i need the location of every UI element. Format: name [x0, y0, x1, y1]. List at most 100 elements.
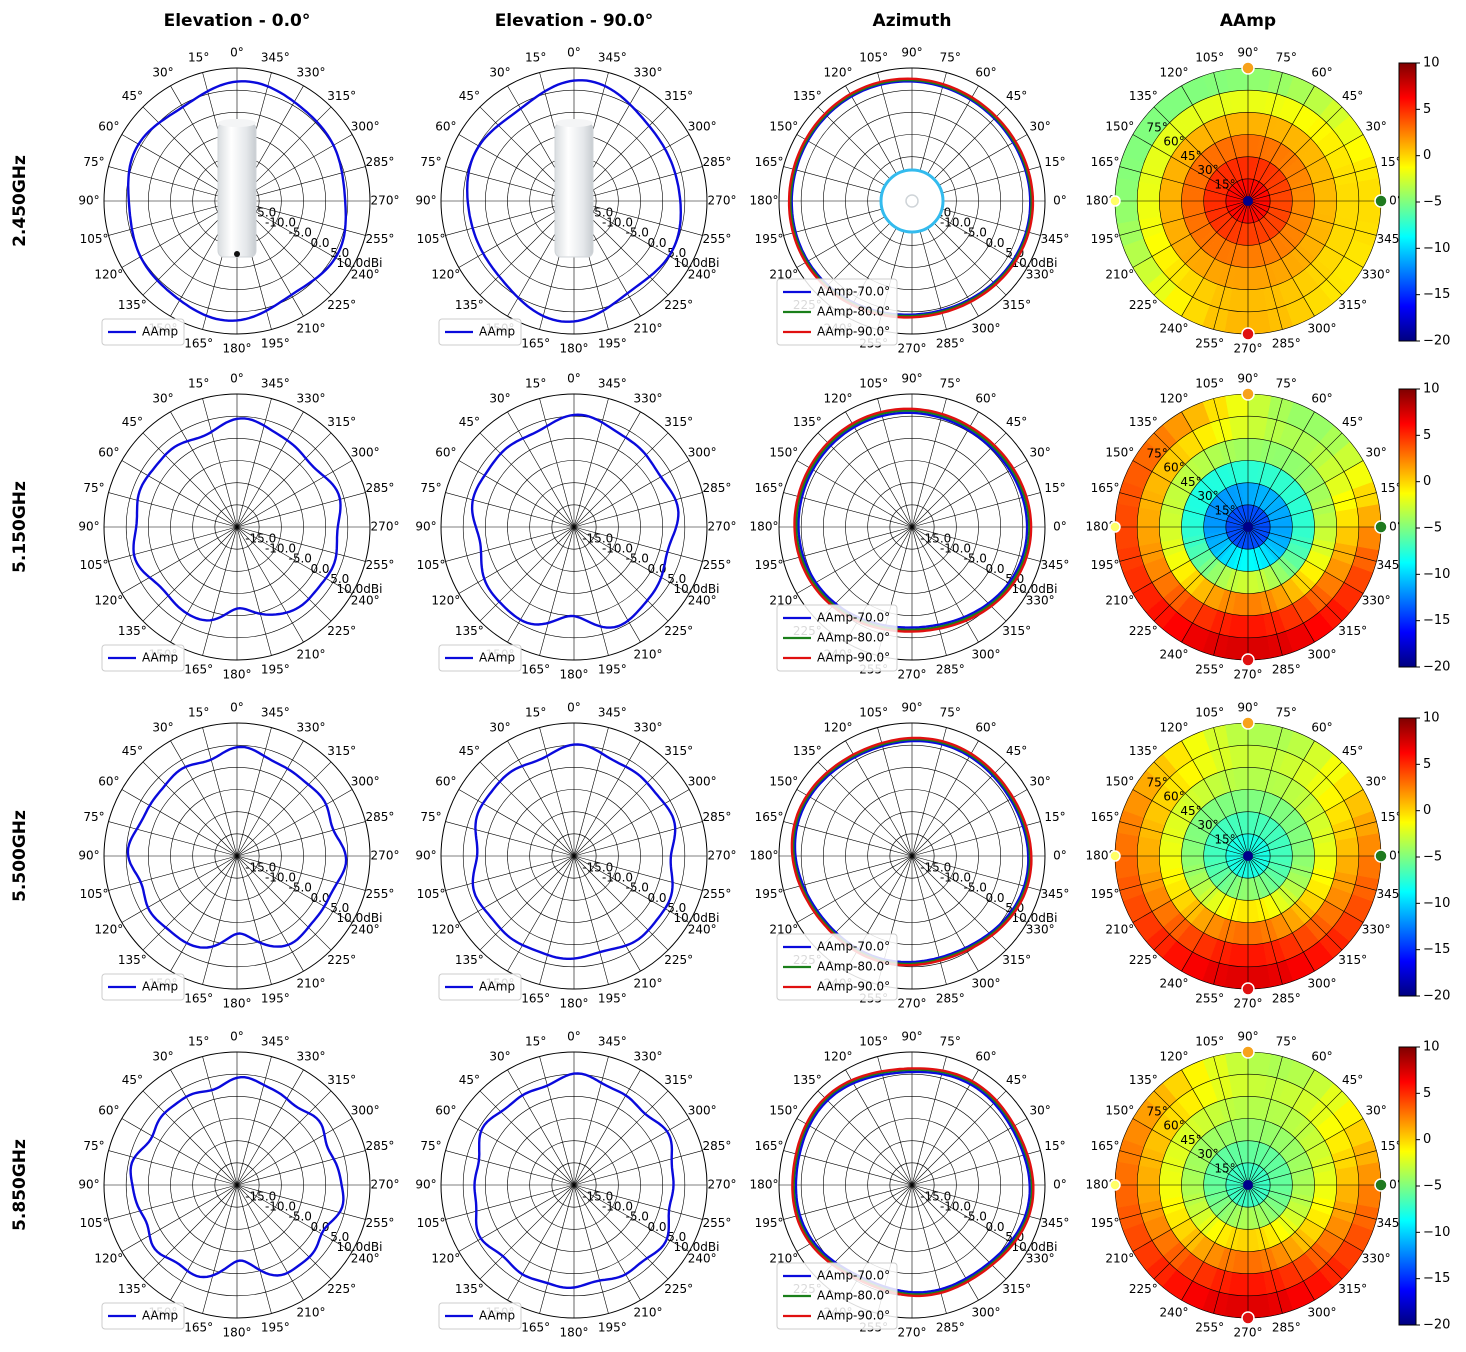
grid-spoke: [573, 411, 641, 528]
grid-spoke: [108, 855, 238, 891]
angle-tick-label: 75°: [420, 810, 441, 824]
grid-spoke: [1247, 72, 1283, 202]
grid-spoke: [1247, 85, 1315, 202]
angle-tick-label: 300°: [688, 120, 717, 134]
angle-tick-label: 300°: [972, 322, 1001, 336]
angle-tick-label: 315°: [664, 415, 693, 429]
legend-label: AAmp-70.0°: [817, 611, 890, 625]
angle-tick-label: 315°: [1338, 624, 1367, 638]
grid-spoke: [202, 526, 238, 656]
angle-tick-label: 45°: [459, 744, 480, 758]
angle-tick-label: 345°: [1041, 887, 1070, 901]
angle-tick-label: 225°: [327, 1282, 356, 1296]
grid-spoke: [1247, 1184, 1315, 1301]
legend-label: AAmp-70.0°: [817, 1269, 890, 1283]
angle-tick-label: 225°: [1129, 298, 1158, 312]
angle-tick-label: 0°: [230, 1030, 244, 1044]
grid-spoke: [1247, 855, 1315, 972]
grid-spoke: [796, 1184, 913, 1252]
polar-panels: 0°15°30°45°60°75°90°105°120°135°150°165°…: [78, 46, 1450, 1340]
angle-tick-label: 0°: [1053, 849, 1067, 863]
angle-tick-label: 105°: [1195, 1035, 1224, 1049]
angle-tick-label: 90°: [78, 520, 99, 534]
angle-tick-label: 330°: [634, 391, 663, 405]
zenith-marker: [1243, 851, 1253, 861]
angle-tick-label: 270°: [371, 520, 400, 534]
grid-spoke: [1247, 761, 1343, 857]
grid-spoke: [573, 1150, 703, 1186]
grid-spoke: [236, 789, 353, 857]
angle-tick-label: 150°: [1105, 120, 1134, 134]
grid-spoke: [236, 398, 272, 528]
colorbar-tick-label: 10: [1423, 56, 1440, 71]
angle-tick-label: 180°: [223, 1326, 252, 1340]
angle-tick-label: 165°: [1091, 155, 1120, 169]
colorbar-tick-label: 5: [1423, 428, 1431, 443]
radial-tick-label: -5.0: [626, 881, 649, 895]
grid-spoke: [1119, 1184, 1249, 1220]
elevation-ring-label: 45°: [1180, 149, 1201, 163]
radial-tick-label: 5.0: [667, 1230, 686, 1244]
grid-spoke: [170, 1069, 238, 1186]
grid-spoke: [573, 526, 690, 594]
legend-box: [101, 318, 185, 346]
aamp-heatmap-panel: 0°15°30°45°60°75°90°105°120°135°150°165°…: [1086, 46, 1451, 356]
grid-spoke: [877, 398, 913, 528]
angle-tick-label: 330°: [1026, 923, 1055, 937]
colorbar-tick-label: −10: [1423, 1225, 1450, 1240]
angle-tick-label: 75°: [83, 481, 104, 495]
angle-tick-label: 120°: [1160, 1049, 1189, 1063]
grid-spoke: [911, 727, 947, 857]
grid-spoke: [1119, 492, 1249, 528]
radial-tick-label: -5.0: [289, 552, 312, 566]
angle-tick-label: 165°: [521, 1320, 550, 1334]
series-line-aamp: [129, 1076, 345, 1279]
grid-spoke: [1247, 1184, 1343, 1280]
grid-spoke: [1119, 821, 1249, 857]
angle-tick-label: 135°: [1129, 415, 1158, 429]
grid-spoke: [573, 855, 609, 985]
column-titles: Elevation - 0.0° Elevation - 90.0° Azimuth…: [164, 11, 1276, 31]
grid-spoke: [1213, 526, 1249, 656]
series-line-aamp-80: [792, 1068, 1034, 1296]
angle-tick-label: 105°: [1195, 377, 1224, 391]
angle-tick-label: 90°: [1237, 372, 1258, 386]
angle-tick-label: 135°: [455, 1282, 484, 1296]
grid-spoke: [539, 526, 575, 656]
grid-spoke: [911, 1069, 979, 1186]
grid-spoke: [845, 740, 913, 857]
grid-spoke: [170, 411, 238, 528]
angle-tick-label: 345°: [1041, 1216, 1070, 1230]
row-title: 5.850GHz: [10, 1139, 30, 1231]
angle-tick-label: 120°: [431, 1252, 460, 1266]
grid-spoke: [1247, 106, 1343, 202]
angle-tick-label: 135°: [793, 415, 822, 429]
radial-tick-label: -10.0: [265, 542, 296, 556]
angle-tick-label: 240°: [351, 594, 380, 608]
row-title: 2.450GHz: [10, 155, 30, 247]
angle-tick-label: 45°: [1342, 89, 1363, 103]
angle-tick-label: 105°: [859, 51, 888, 65]
angle-tick-label: 270°: [1234, 1326, 1263, 1340]
angle-tick-label: 330°: [634, 1049, 663, 1063]
radial-tick-label: 10.0dBi: [674, 911, 720, 925]
angle-tick-label: 75°: [940, 706, 961, 720]
colorbar-tick-label: −5: [1423, 195, 1442, 210]
elevation-ring-label: 45°: [1180, 1133, 1201, 1147]
angle-tick-label: 345°: [261, 1035, 290, 1049]
angle-tick-label: 285°: [703, 810, 732, 824]
series-line-aamp-70: [790, 80, 1032, 316]
angle-tick-label: 165°: [1091, 1139, 1120, 1153]
angle-tick-label: 120°: [824, 391, 853, 405]
colorbar-tick-label: −10: [1423, 896, 1450, 911]
angle-tick-label: 120°: [1160, 720, 1189, 734]
angle-tick-label: 165°: [521, 991, 550, 1005]
grid-spoke: [236, 526, 304, 643]
grid-spoke: [236, 1150, 366, 1186]
angle-tick-label: 225°: [1129, 953, 1158, 967]
angle-tick-label: 315°: [1002, 953, 1031, 967]
angle-tick-label: 195°: [261, 1320, 290, 1334]
elevation-ring-label: 45°: [1180, 804, 1201, 818]
angle-tick-label: 15°: [1380, 155, 1401, 169]
angle-tick-label: 15°: [1044, 1139, 1065, 1153]
